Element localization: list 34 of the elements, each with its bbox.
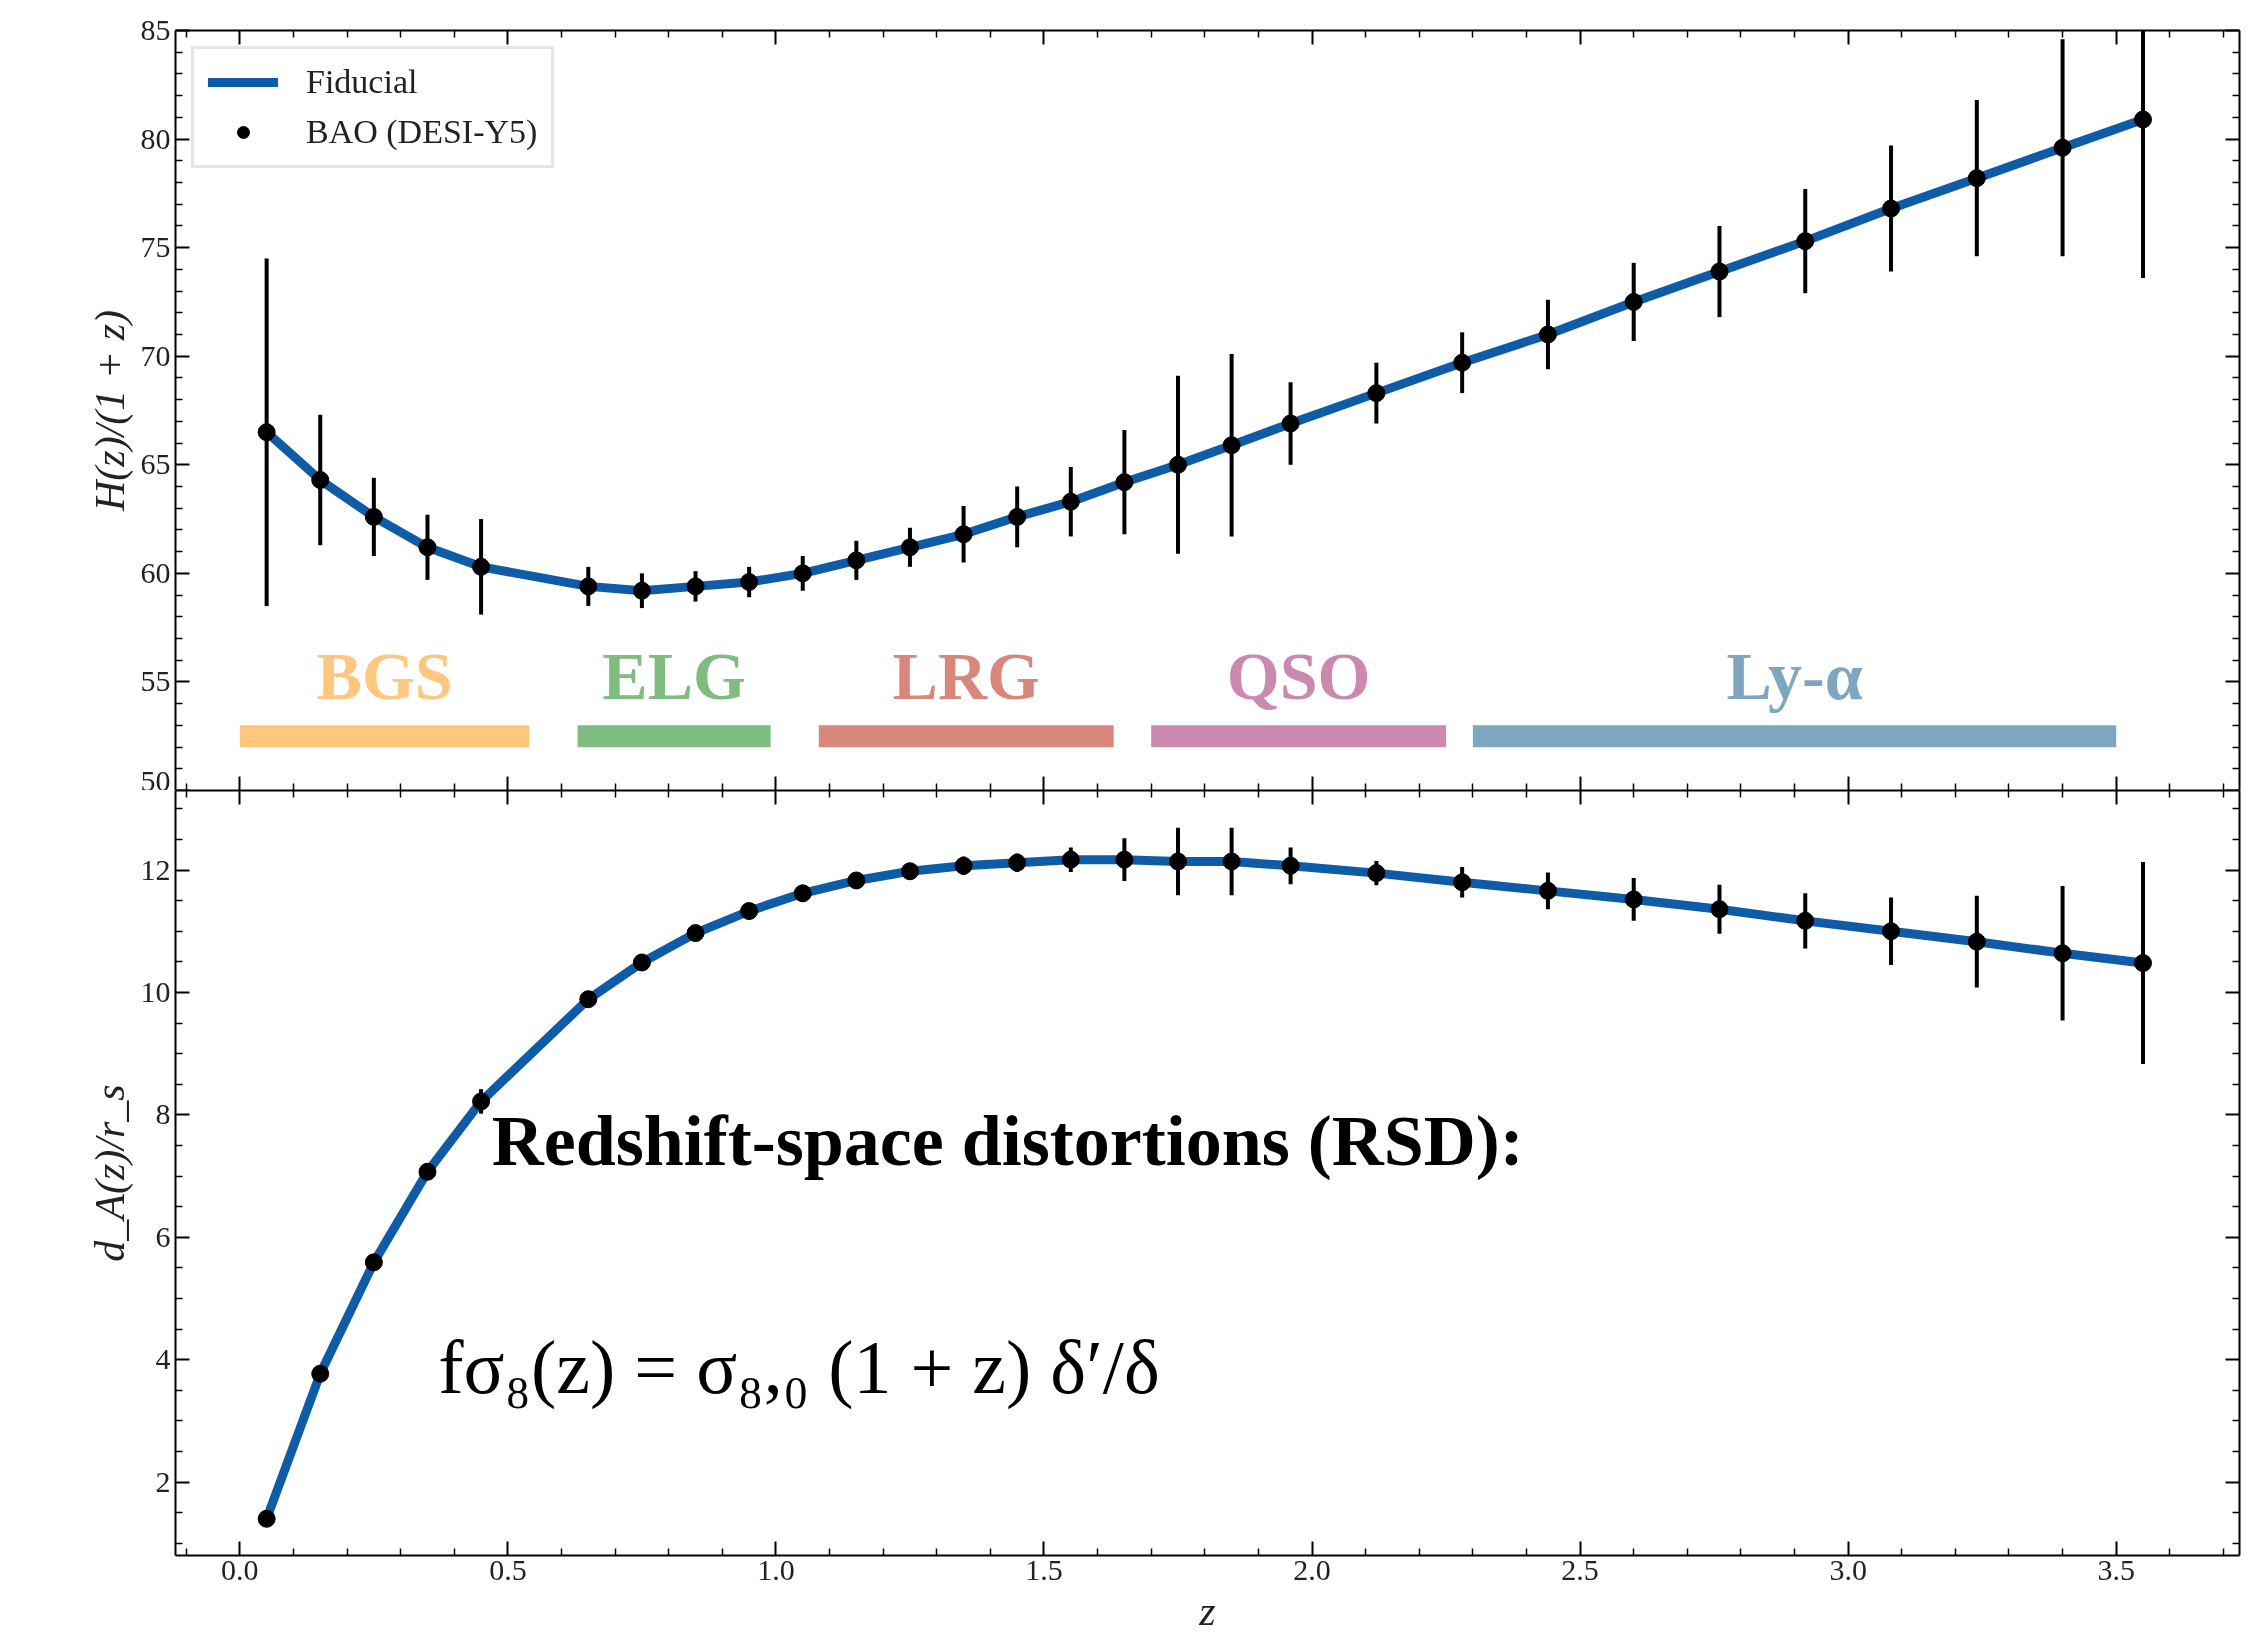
- y-tick-label: 50: [140, 763, 171, 797]
- y-tick-label: 65: [140, 447, 171, 481]
- legend-label: BAO (DESI-Y5): [306, 113, 538, 151]
- y-tick-label: 80: [140, 121, 171, 155]
- x-tick-label: 2.0: [1293, 1552, 1331, 1586]
- y-tick-label: 8: [155, 1097, 171, 1131]
- x-tick-label: 1.5: [1025, 1552, 1063, 1586]
- x-axis-title: z: [1198, 1587, 1216, 1634]
- annotation: Ly-α: [1726, 638, 1863, 715]
- y-tick-label: 55: [140, 664, 171, 698]
- legend-label: Fiducial: [306, 63, 418, 101]
- y-axis-title: H(z)/(1 + z): [86, 310, 134, 512]
- y-tick-label: 4: [155, 1342, 171, 1376]
- annotation: Redshift-space distortions (RSD):: [491, 1100, 1524, 1181]
- y-axis-title: d_A(z)/r_s: [86, 1084, 134, 1262]
- annotation: LRG: [892, 638, 1040, 715]
- x-tick-label: 0.5: [489, 1552, 527, 1586]
- annotation: fσ₈(z) = σ₈,₀ (1 + z) δ′/δ: [438, 1325, 1160, 1411]
- y-tick-label: 10: [140, 974, 171, 1008]
- y-tick-label: 12: [140, 852, 171, 886]
- annotation: ELG: [602, 638, 746, 715]
- annotation: QSO: [1226, 638, 1371, 715]
- x-tick-label: 1.0: [757, 1552, 795, 1586]
- x-tick-label: 0.0: [221, 1552, 259, 1586]
- y-tick-label: 85: [140, 13, 171, 46]
- y-tick-label: 2: [155, 1464, 171, 1498]
- y-tick-label: 70: [140, 338, 171, 372]
- x-tick-label: 2.5: [1561, 1552, 1599, 1586]
- annotation: BGS: [316, 638, 453, 715]
- x-tick-label: 3.0: [1829, 1552, 1867, 1586]
- x-tick-label: 3.5: [2097, 1552, 2135, 1586]
- y-tick-label: 6: [155, 1219, 171, 1253]
- y-tick-label: 60: [140, 555, 171, 589]
- y-tick-label: 75: [140, 230, 171, 264]
